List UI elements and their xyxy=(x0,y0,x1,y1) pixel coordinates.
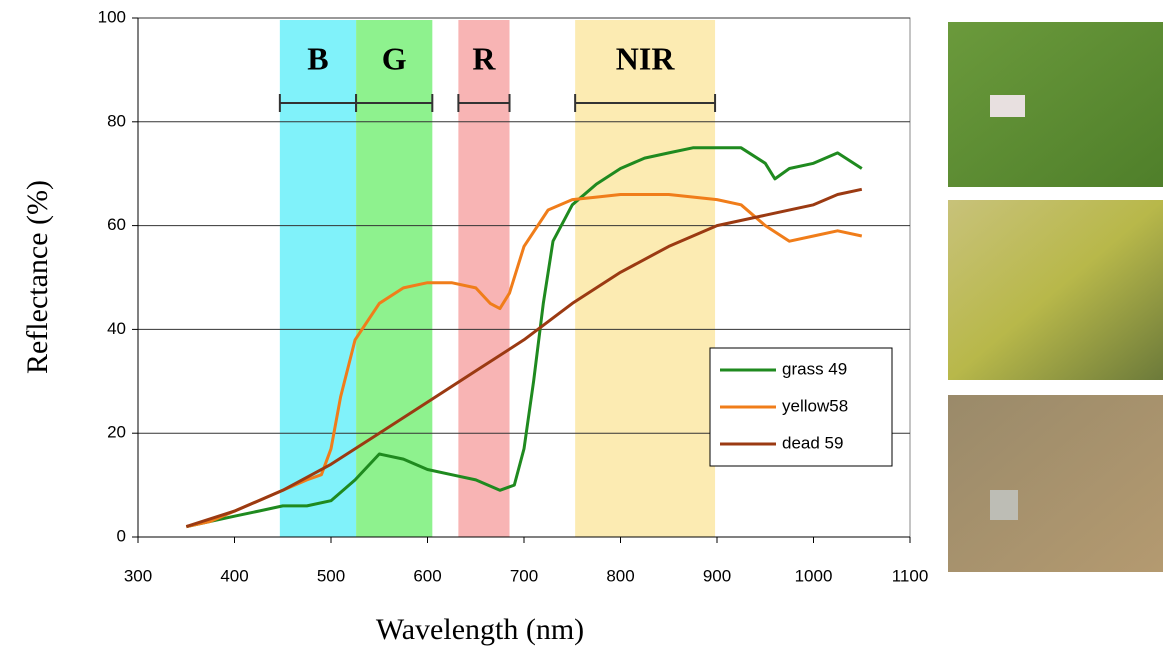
band xyxy=(356,20,433,537)
x-tick-label: 700 xyxy=(510,566,538,585)
y-axis-label: Reflectance (%) xyxy=(21,180,54,374)
band-label: B xyxy=(307,40,328,76)
series-line xyxy=(185,193,863,529)
band-label: G xyxy=(382,40,407,76)
series-line xyxy=(185,146,863,529)
x-axis-label: Wavelength (nm) xyxy=(376,613,584,646)
x-tick-label: 300 xyxy=(124,566,152,585)
band-label: NIR xyxy=(616,40,676,76)
band xyxy=(458,20,510,537)
photo-yellow xyxy=(948,200,1163,380)
y-tick-label: 40 xyxy=(107,319,126,338)
x-tick-label: 900 xyxy=(703,566,731,585)
x-tick-label: 1100 xyxy=(892,566,929,585)
x-tick-label: 400 xyxy=(220,566,248,585)
photos xyxy=(948,22,1163,572)
y-tick-label: 20 xyxy=(107,423,126,442)
band xyxy=(279,20,357,537)
y-tick-label: 80 xyxy=(107,111,126,130)
legend-label: dead 59 xyxy=(782,433,843,452)
band xyxy=(575,20,716,537)
photo-grass xyxy=(948,22,1163,187)
x-tick-label: 600 xyxy=(413,566,441,585)
photo-detail xyxy=(990,490,1018,520)
y-tick-label: 100 xyxy=(98,7,126,26)
photo-dead xyxy=(948,395,1163,572)
x-tick-label: 500 xyxy=(317,566,345,585)
photo-detail xyxy=(990,95,1025,117)
series-line xyxy=(185,187,863,529)
y-tick-label: 60 xyxy=(107,215,126,234)
x-tick-label: 1000 xyxy=(795,566,833,585)
x-tick-label: 800 xyxy=(606,566,634,585)
y-tick-label: 0 xyxy=(117,526,126,545)
legend-label: yellow58 xyxy=(782,396,848,415)
legend-label: grass 49 xyxy=(782,359,847,378)
band-label: R xyxy=(472,40,496,76)
